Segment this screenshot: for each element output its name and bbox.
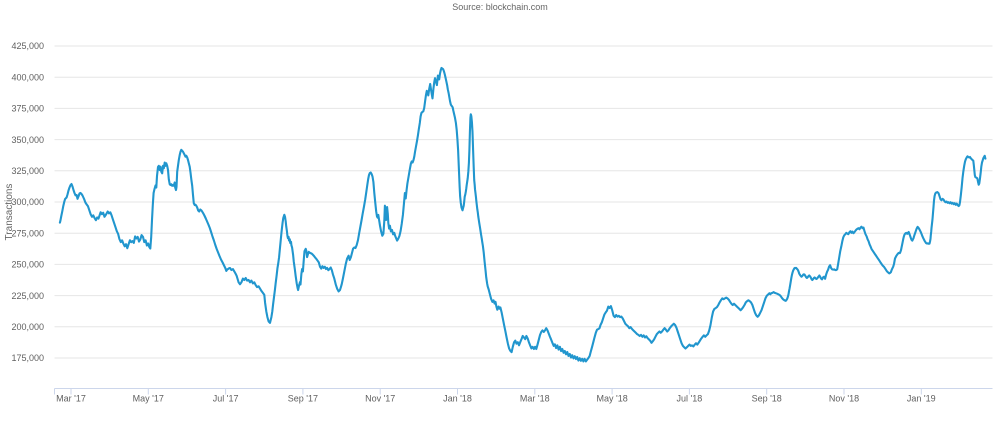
svg-text:275,000: 275,000 bbox=[11, 228, 44, 238]
svg-text:Jan '18: Jan '18 bbox=[443, 394, 472, 404]
svg-text:Nov '17: Nov '17 bbox=[365, 394, 395, 404]
svg-text:Mar '18: Mar '18 bbox=[520, 394, 550, 404]
svg-text:325,000: 325,000 bbox=[11, 166, 44, 176]
svg-text:300,000: 300,000 bbox=[11, 197, 44, 207]
svg-text:200,000: 200,000 bbox=[11, 322, 44, 332]
svg-text:Jul '17: Jul '17 bbox=[213, 394, 239, 404]
svg-text:Sep '18: Sep '18 bbox=[752, 394, 782, 404]
svg-text:Transactions: Transactions bbox=[4, 184, 15, 241]
svg-text:May '17: May '17 bbox=[133, 394, 164, 404]
svg-text:Mar '17: Mar '17 bbox=[56, 394, 86, 404]
svg-text:400,000: 400,000 bbox=[11, 72, 44, 82]
svg-text:175,000: 175,000 bbox=[11, 353, 44, 363]
svg-text:Nov '18: Nov '18 bbox=[829, 394, 859, 404]
svg-text:350,000: 350,000 bbox=[11, 135, 44, 145]
svg-text:Jan '19: Jan '19 bbox=[907, 394, 936, 404]
svg-text:375,000: 375,000 bbox=[11, 104, 44, 114]
svg-text:Jul '18: Jul '18 bbox=[677, 394, 703, 404]
svg-text:Sep '17: Sep '17 bbox=[288, 394, 318, 404]
svg-text:250,000: 250,000 bbox=[11, 260, 44, 270]
svg-text:425,000: 425,000 bbox=[11, 41, 44, 51]
svg-text:May '18: May '18 bbox=[596, 394, 627, 404]
svg-text:225,000: 225,000 bbox=[11, 291, 44, 301]
svg-text:Source: blockchain.com: Source: blockchain.com bbox=[452, 2, 548, 12]
